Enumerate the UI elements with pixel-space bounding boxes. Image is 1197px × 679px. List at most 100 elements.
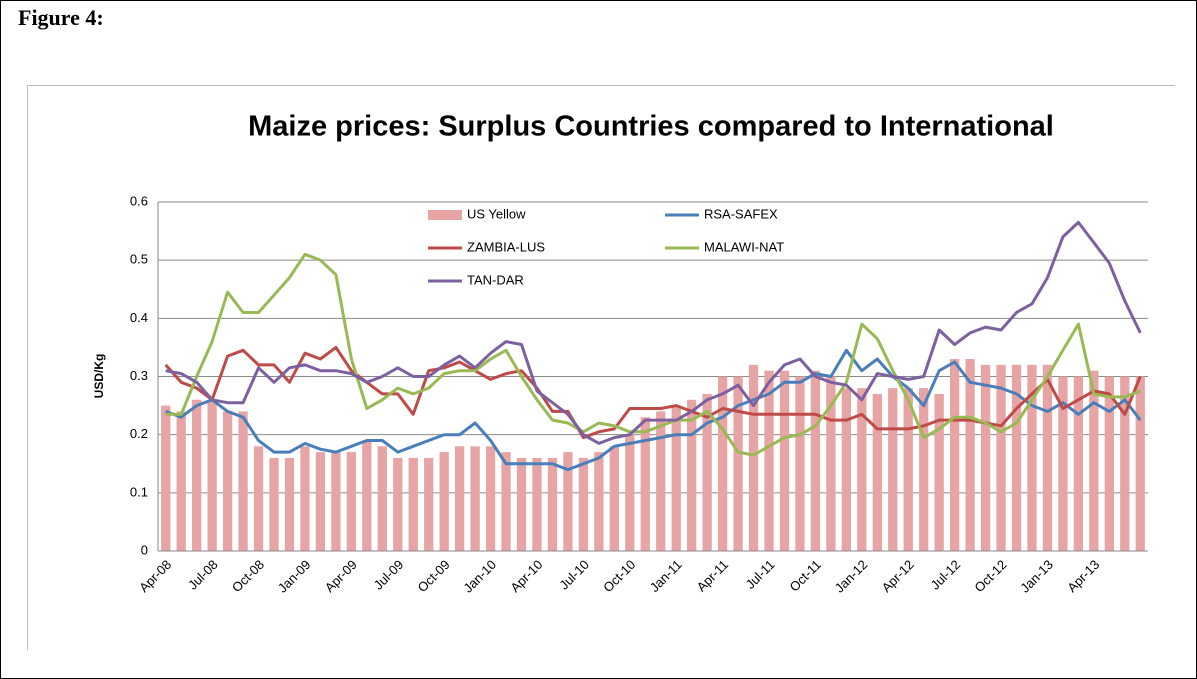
bar <box>547 457 558 551</box>
bar <box>748 364 759 551</box>
bar <box>424 457 434 551</box>
bar <box>888 388 898 551</box>
chart-frame <box>27 85 1175 650</box>
bar <box>950 359 960 551</box>
y-tick-label: 0.1 <box>130 484 148 499</box>
bar <box>1104 376 1114 551</box>
bar <box>687 399 697 551</box>
legend-swatch <box>428 210 462 220</box>
bar <box>1135 376 1145 551</box>
y-tick-label: 0.2 <box>130 426 148 441</box>
bar <box>222 411 233 551</box>
bar <box>331 452 341 551</box>
y-tick-label: 0.4 <box>130 310 148 325</box>
line <box>164 345 1142 440</box>
bar <box>1058 376 1068 551</box>
x-tick-label: Jan-12 <box>832 557 871 596</box>
x-tick-label: Oct-11 <box>786 557 824 595</box>
bar <box>346 452 356 551</box>
bar <box>857 388 867 551</box>
bar <box>656 411 666 551</box>
y-tick-label: 0 <box>141 542 148 557</box>
y-tick-label: 0.5 <box>130 252 148 267</box>
bar <box>733 376 743 551</box>
bar <box>207 399 217 551</box>
legend-label: RSA-SAFEX <box>704 206 778 221</box>
bar <box>810 370 821 551</box>
bar <box>965 359 975 551</box>
bar <box>640 417 650 551</box>
bar <box>841 388 851 551</box>
x-tick-label: Apr-13 <box>1064 557 1102 595</box>
bar <box>485 446 496 551</box>
y-axis-label: USD/Kg <box>92 354 106 399</box>
x-tick-label: Oct-12 <box>971 557 1009 595</box>
bar <box>671 405 681 551</box>
legend-label: US Yellow <box>467 206 526 221</box>
bar <box>284 457 295 551</box>
bar <box>1089 370 1099 551</box>
bar <box>238 411 248 551</box>
x-tick-label: Jul-11 <box>743 557 778 592</box>
bar <box>161 405 171 551</box>
bar <box>455 446 465 551</box>
bar <box>609 446 619 551</box>
bar <box>470 446 480 551</box>
x-tick-label: Jul-09 <box>371 557 407 593</box>
x-tick-label: Apr-08 <box>136 557 174 595</box>
bar <box>1073 376 1084 551</box>
x-tick-label: Jan-11 <box>647 557 685 595</box>
bar <box>532 457 542 551</box>
x-tick-label: Jul-08 <box>185 557 221 593</box>
bar <box>625 434 635 551</box>
figure-label: Figure 4: <box>18 5 104 30</box>
bar <box>795 376 805 551</box>
bar <box>779 370 790 551</box>
bar <box>903 388 913 551</box>
bar <box>702 393 712 551</box>
x-tick-label: Jan-10 <box>460 557 499 596</box>
bar <box>872 393 882 551</box>
x-tick-label: Jan-09 <box>275 557 314 596</box>
bar <box>393 457 403 551</box>
x-tick-label: Oct-09 <box>415 557 453 595</box>
bar <box>192 399 202 551</box>
chart-title: Maize prices: Surplus Countries compared… <box>248 111 1054 143</box>
bar <box>934 393 944 551</box>
bar <box>315 452 326 551</box>
bar <box>1120 376 1130 551</box>
x-tick-label: Oct-08 <box>229 557 267 595</box>
x-tick-label: Apr-10 <box>507 557 545 595</box>
bar <box>253 446 264 551</box>
legend-label: ZAMBIA-LUS <box>467 239 545 254</box>
legend-label: MALAWI-NAT <box>704 239 784 254</box>
bar <box>826 376 836 551</box>
bar <box>1027 364 1037 551</box>
bar <box>300 446 310 551</box>
bar <box>563 452 573 551</box>
bar <box>408 457 418 551</box>
bar <box>594 452 604 551</box>
line <box>165 252 1141 457</box>
legend-label: TAN-DAR <box>467 272 524 287</box>
bar <box>176 411 186 551</box>
y-tick-label: 0.3 <box>130 368 148 383</box>
bar <box>516 457 527 551</box>
bar <box>1042 364 1053 551</box>
bar <box>501 452 511 551</box>
y-tick-label: 0.6 <box>130 193 148 208</box>
bar <box>996 364 1006 551</box>
x-tick-label: Apr-11 <box>694 557 732 595</box>
bar <box>439 452 449 551</box>
x-tick-label: Jan-13 <box>1017 557 1056 596</box>
bar <box>980 364 991 551</box>
bar <box>1011 364 1022 551</box>
line <box>165 220 1142 445</box>
bar <box>377 446 387 551</box>
bar <box>764 370 774 551</box>
x-tick-label: Jul-10 <box>556 557 592 593</box>
bar <box>919 388 929 551</box>
bar <box>717 376 728 551</box>
